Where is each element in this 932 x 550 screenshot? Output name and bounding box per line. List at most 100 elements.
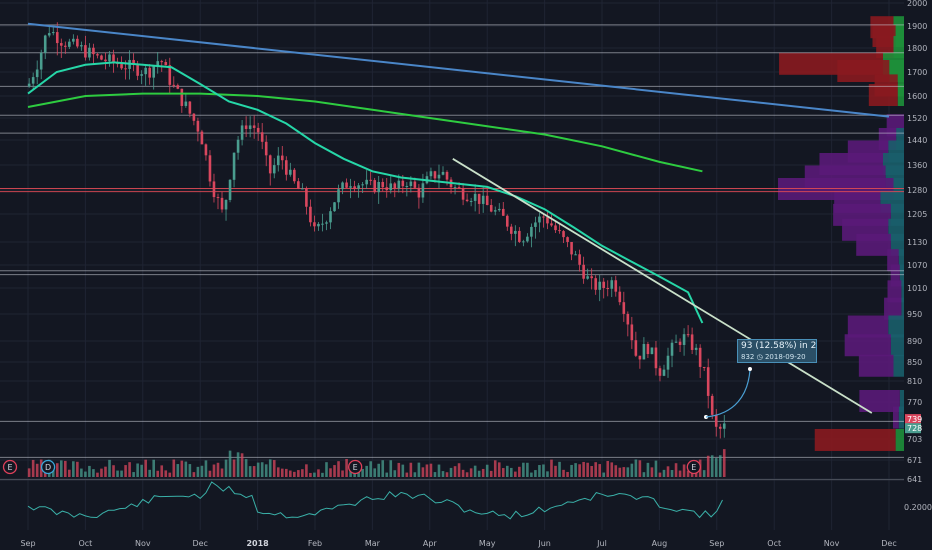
price-tick-label: 1280 (907, 186, 927, 195)
volume-bar (393, 470, 397, 477)
volume-bar (590, 466, 593, 477)
candle-body (510, 226, 513, 234)
vp-teal-bar (893, 354, 904, 377)
candle-body (522, 241, 525, 243)
volume-bar (168, 472, 172, 477)
volume-bar (381, 460, 385, 477)
candle-body (461, 188, 465, 200)
price-tick-label: 810 (907, 377, 922, 386)
time-axis[interactable]: Sep Oct Nov Dec 2018 Feb Mar Apr May Jun Jul Aug Sep… (20, 539, 896, 548)
time-tick-label: Oct (78, 539, 92, 548)
volume-bar (522, 462, 525, 477)
candle-body (301, 188, 304, 190)
volume-bar (686, 470, 690, 477)
volume-bar (586, 462, 589, 477)
volume-bar (100, 468, 103, 477)
candle-body (313, 222, 316, 227)
volume-bar (682, 464, 686, 477)
volume-bar (51, 467, 55, 477)
price-tick-label: 1520 (907, 114, 927, 123)
volume-bar (285, 468, 288, 477)
volume-bar (309, 472, 312, 477)
candle-body (590, 276, 593, 279)
volume-bar (634, 459, 638, 477)
vp-red-bar (868, 84, 898, 106)
ma-slow-line (27, 92, 703, 173)
candle-body (658, 368, 662, 376)
candle-body (156, 61, 160, 67)
volume-bar (365, 465, 368, 477)
candle-body (485, 195, 489, 206)
vp-purple-bar (858, 354, 894, 377)
price-tick-label: 671 (907, 456, 922, 465)
candle-body (72, 38, 75, 42)
volume-bar (457, 463, 461, 477)
candle-body (76, 38, 79, 47)
vp-teal-bar (901, 280, 904, 303)
projection-end (748, 367, 752, 371)
volume-bar (224, 459, 228, 477)
candle-body (160, 61, 164, 63)
vp-teal-bar (899, 264, 904, 287)
candle-body (252, 125, 256, 128)
tooltip-date: 2018-09-20 (764, 353, 806, 361)
volume-bar (510, 467, 513, 477)
vp-teal-bar (896, 128, 904, 150)
volume-bar (598, 464, 602, 477)
volume-bar (654, 460, 658, 477)
candle-body (702, 366, 706, 368)
candle-body (582, 264, 585, 279)
volume-bar (72, 461, 75, 477)
volume-bar (642, 472, 646, 477)
volume-bar (116, 470, 119, 477)
moving-averages (27, 61, 704, 324)
volume-bar (345, 459, 348, 477)
candle-body (718, 426, 722, 429)
volume-bar (192, 472, 196, 477)
event-marker: E (348, 459, 363, 475)
candle-body (606, 288, 610, 290)
candle-body (694, 347, 698, 350)
volume-bar (252, 466, 256, 477)
volume-bar (280, 468, 284, 477)
price-axis[interactable]: 2000 1900 1800 1700 1600 1520 1440 1360 1280 1205… (904, 0, 932, 550)
volume-bar (156, 470, 160, 477)
volume-bar (465, 472, 469, 477)
vp-purple-bar (884, 297, 902, 320)
candle-body (164, 62, 168, 66)
candle-body (618, 291, 622, 303)
candle-body (256, 127, 260, 133)
price-tick-label: 1900 (907, 22, 927, 31)
volume-bar (433, 472, 437, 477)
volume-bar (333, 465, 336, 477)
candle-body (566, 237, 569, 242)
candle-body (393, 183, 397, 189)
tooltip-price: 832 (741, 353, 755, 361)
candle-body (353, 186, 356, 189)
candle-body (108, 54, 111, 62)
event-marker: E (2, 459, 18, 475)
candle-body (192, 113, 196, 121)
volume-bar (646, 462, 650, 477)
candle-body (413, 181, 417, 188)
volume-bar (638, 460, 642, 477)
candle-body (634, 340, 638, 356)
volume-bar (301, 469, 304, 477)
candle-body (421, 183, 425, 198)
volume-bars (27, 449, 726, 477)
volume-bar (256, 462, 260, 477)
candle-body (204, 144, 208, 156)
candle-body (100, 55, 103, 60)
volume-bar (55, 463, 59, 477)
candle-body (534, 222, 537, 227)
vp-purple-bar (856, 233, 891, 256)
volume-bar (329, 468, 332, 477)
candle-body (598, 281, 602, 290)
candle-body (43, 35, 47, 53)
candle-body (501, 208, 505, 216)
candle-body (602, 281, 606, 289)
volume-bar (397, 462, 401, 477)
volume-bar (534, 470, 537, 477)
